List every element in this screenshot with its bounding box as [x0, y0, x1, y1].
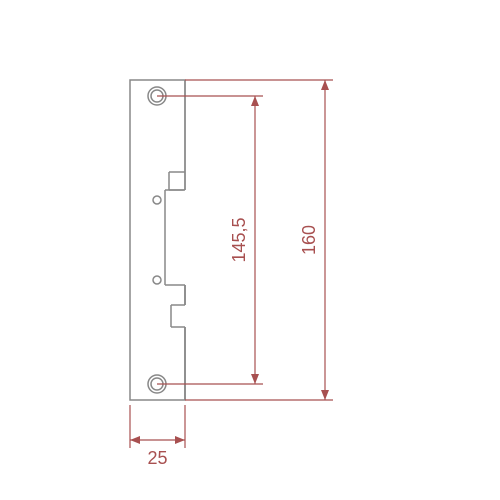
dimension-outer-height: 160	[185, 80, 333, 400]
dimension-outer-label: 160	[299, 225, 319, 255]
dimension-width: 25	[130, 405, 185, 468]
dimension-inner-label: 145,5	[229, 217, 249, 262]
dimension-width-label: 25	[147, 448, 167, 468]
technical-drawing: 25 145,5 160	[0, 0, 500, 500]
strike-plate	[130, 80, 185, 400]
dimension-inner-height: 145,5	[157, 96, 263, 384]
